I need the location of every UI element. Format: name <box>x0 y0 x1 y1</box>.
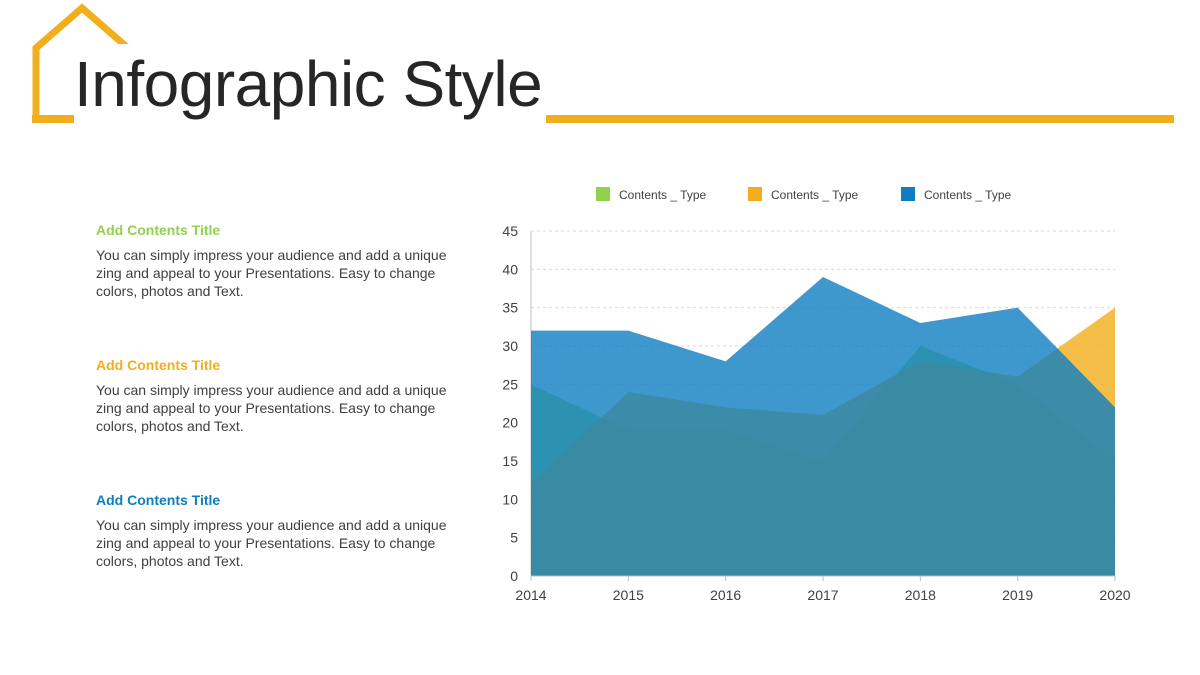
legend-swatch-2 <box>748 187 762 201</box>
y-tick-label-45: 45 <box>502 223 518 239</box>
legend-swatch-1 <box>596 187 610 201</box>
x-tick-label-2015: 2015 <box>613 587 644 603</box>
content-body-2: You can simply impress your audience and… <box>96 382 447 434</box>
legend-label-2: Contents _ Type <box>771 188 858 202</box>
content-block-1: Add Contents Title You can simply impres… <box>96 222 456 300</box>
y-tick-label-20: 20 <box>502 415 518 431</box>
area-series-1 <box>531 346 1115 576</box>
header-underline <box>32 115 1174 123</box>
y-tick-label-40: 40 <box>502 261 518 277</box>
page-title: Infographic Style <box>74 44 547 124</box>
legend-label-3: Contents _ Type <box>924 188 1011 202</box>
content-title-2: Add Contents Title <box>96 357 221 373</box>
legend-label-1: Contents _ Type <box>619 188 706 202</box>
content-title-3: Add Contents Title <box>96 492 221 508</box>
content-title-1: Add Contents Title <box>96 222 221 238</box>
y-tick-label-15: 15 <box>502 453 518 469</box>
legend-swatch-3 <box>901 187 915 201</box>
y-tick-label-0: 0 <box>510 568 518 584</box>
y-tick-label-25: 25 <box>502 376 518 392</box>
content-block-3: Add Contents Title You can simply impres… <box>96 492 456 570</box>
x-tick-label-2016: 2016 <box>710 587 741 603</box>
y-tick-label-10: 10 <box>502 491 518 507</box>
x-tick-label-2019: 2019 <box>1002 587 1033 603</box>
x-tick-label-2018: 2018 <box>905 587 936 603</box>
area-series-3 <box>531 277 1115 576</box>
x-tick-label-2014: 2014 <box>515 587 546 603</box>
content-block-2: Add Contents Title You can simply impres… <box>96 357 456 435</box>
x-tick-label-2017: 2017 <box>807 587 838 603</box>
y-tick-label-5: 5 <box>510 530 518 546</box>
content-body-3: You can simply impress your audience and… <box>96 517 447 569</box>
y-tick-label-30: 30 <box>502 338 518 354</box>
x-tick-label-2020: 2020 <box>1099 587 1130 603</box>
area-series-2 <box>531 307 1115 576</box>
y-tick-label-35: 35 <box>502 300 518 316</box>
content-body-1: You can simply impress your audience and… <box>96 247 447 299</box>
